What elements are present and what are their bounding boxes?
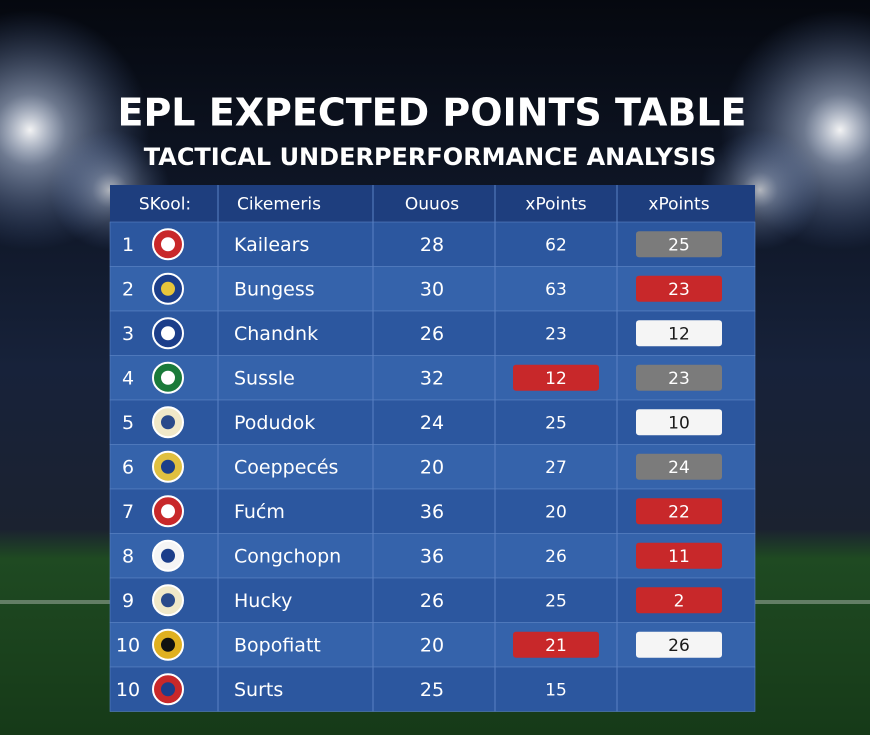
highlight-badge xyxy=(636,631,722,658)
cell: 10 xyxy=(668,413,690,433)
cell: 24 xyxy=(668,458,690,478)
cell: 12 xyxy=(668,324,690,344)
team-logo-inner xyxy=(161,326,175,341)
rank: 5 xyxy=(122,412,134,434)
team-logo-inner xyxy=(161,459,175,474)
highlight-badge xyxy=(513,631,599,658)
cell: 27 xyxy=(545,458,567,478)
cell: 26 xyxy=(668,636,690,656)
rank: 4 xyxy=(122,367,134,389)
team-logo-inner xyxy=(161,281,175,296)
cell: 26 xyxy=(420,323,444,345)
column-header: Ouuos xyxy=(405,195,459,215)
cell: 30 xyxy=(420,278,444,300)
highlight-badge xyxy=(636,409,722,436)
rank: 10 xyxy=(116,634,140,656)
team-logo-inner xyxy=(161,637,175,652)
table: SKool: Cikemeris Ouuos xPoints xPoints 1 Kaile… xyxy=(109,185,756,712)
cell: 26 xyxy=(545,547,567,567)
cell: 26 xyxy=(420,590,444,612)
rank: 6 xyxy=(122,456,134,478)
team-name: Chandnk xyxy=(234,323,318,345)
cell: 20 xyxy=(420,456,444,478)
team-logo-inner xyxy=(161,548,175,563)
team-logo-inner xyxy=(161,593,175,608)
team-name: Bopofiatt xyxy=(234,634,321,656)
highlight-badge xyxy=(636,275,722,302)
cell: 24 xyxy=(420,412,444,434)
team-name: Podudok xyxy=(234,412,315,434)
team-logo-inner xyxy=(161,682,175,697)
cell: 36 xyxy=(420,545,444,567)
team-name: Congchopn xyxy=(234,545,341,567)
highlight-badge xyxy=(636,453,722,480)
cell: 25 xyxy=(420,679,444,701)
highlight-badge xyxy=(636,587,722,614)
column-header: SKool: xyxy=(139,195,191,215)
cell: 21 xyxy=(545,636,567,656)
highlight-badge xyxy=(636,364,722,391)
rank: 8 xyxy=(122,545,134,567)
team-name: Bungess xyxy=(234,278,315,300)
rank: 3 xyxy=(122,323,134,345)
cell: 20 xyxy=(420,634,444,656)
team-logo-inner xyxy=(161,370,175,385)
subtitle: TACTICAL UNDERPERFORMANCE ANALYSIS xyxy=(144,143,717,171)
highlight-badge xyxy=(513,364,599,391)
rank: 10 xyxy=(116,679,140,701)
cell: 36 xyxy=(420,501,444,523)
team-logo-inner xyxy=(161,504,175,519)
highlight-badge xyxy=(636,231,722,258)
cell: 25 xyxy=(545,591,567,611)
cell: 22 xyxy=(668,502,690,522)
team-name: Kailears xyxy=(234,234,309,256)
rank: 1 xyxy=(122,234,134,256)
cell: 63 xyxy=(545,280,567,300)
cell: 23 xyxy=(668,369,690,389)
rank: 2 xyxy=(122,278,134,300)
cell: 32 xyxy=(420,367,444,389)
cell: 11 xyxy=(668,547,690,567)
highlight-badge xyxy=(636,542,722,569)
highlight-badge xyxy=(636,320,722,347)
column-header: xPoints xyxy=(648,195,709,215)
cell: 23 xyxy=(545,324,567,344)
team-logo-inner xyxy=(161,415,175,430)
rank: 9 xyxy=(122,590,134,612)
cell: 20 xyxy=(545,502,567,522)
team-logo-inner xyxy=(161,237,175,252)
team-name: Sussle xyxy=(234,367,295,389)
cell: 25 xyxy=(668,235,690,255)
highlight-badge xyxy=(636,498,722,525)
cell: 12 xyxy=(545,369,567,389)
team-name: Hucky xyxy=(234,590,292,612)
cell: 15 xyxy=(545,680,567,700)
team-name: Surts xyxy=(234,679,283,701)
cell: 28 xyxy=(420,234,444,256)
cell: 2 xyxy=(674,591,685,611)
cell: 25 xyxy=(545,413,567,433)
rank: 7 xyxy=(122,501,134,523)
title: EPL EXPECTED POINTS TABLE xyxy=(118,91,747,135)
team-name: Coeppecés xyxy=(234,456,338,478)
column-header: Cikemeris xyxy=(237,195,321,215)
cell: 62 xyxy=(545,235,567,255)
cell: 23 xyxy=(668,280,690,300)
column-header: xPoints xyxy=(525,195,586,215)
team-name: Fućm xyxy=(234,501,285,523)
